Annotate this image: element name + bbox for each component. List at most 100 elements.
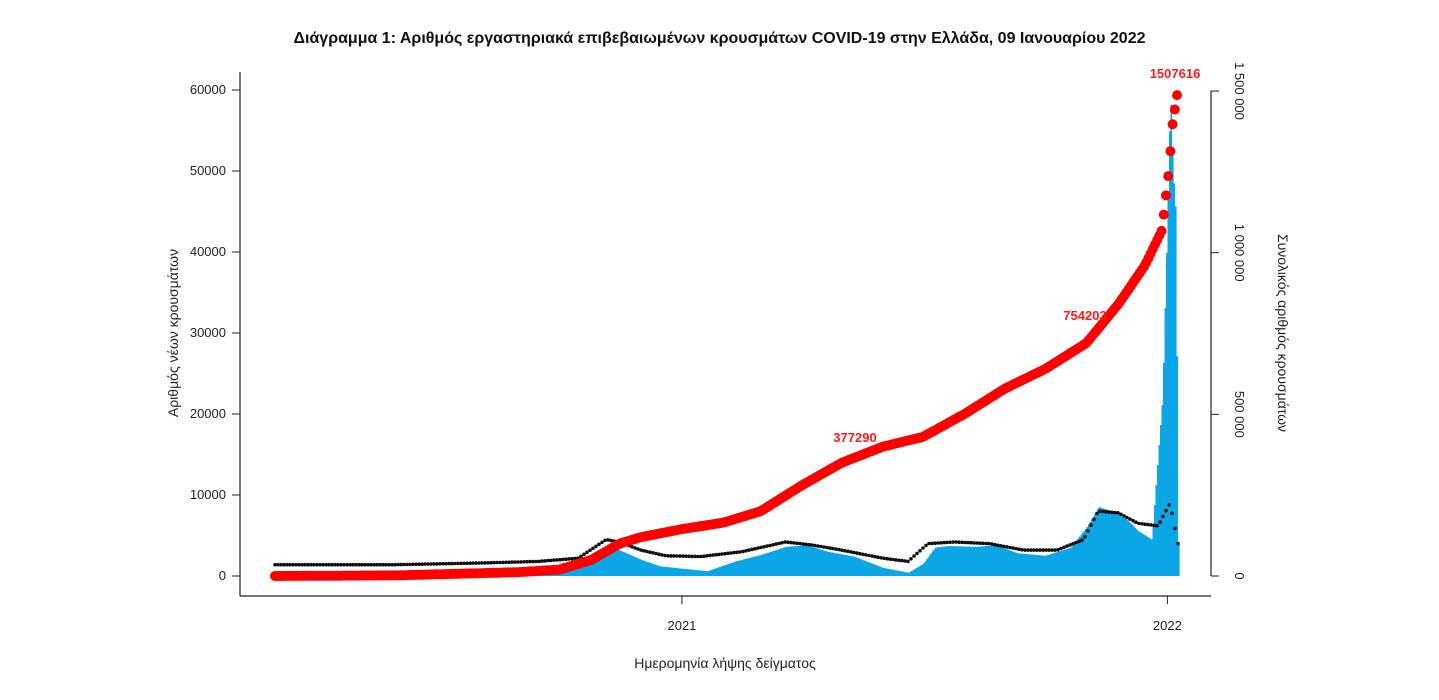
daily-case-bar (908, 572, 910, 576)
daily-case-bar (1115, 513, 1117, 576)
daily-case-bar (882, 567, 885, 576)
daily-case-bar (977, 546, 979, 576)
daily-case-bar (615, 548, 618, 576)
daily-case-bar (621, 551, 624, 576)
daily-case-bar (1091, 519, 1093, 576)
daily-case-bar (600, 555, 603, 576)
daily-case-bar (647, 562, 649, 576)
moving-average-point (393, 562, 397, 567)
moving-average-point (747, 548, 751, 552)
daily-case-bar (705, 571, 708, 576)
daily-case-bar (1101, 508, 1104, 576)
daily-case-bar (641, 559, 643, 576)
daily-case-bar (819, 549, 822, 576)
daily-case-bar (1098, 507, 1101, 576)
moving-average-point (480, 561, 484, 565)
daily-case-bar (738, 560, 741, 576)
daily-case-bar (794, 546, 796, 576)
y-right-axis-label: Συνολικός αριθμός κρουσμάτων (1275, 234, 1291, 432)
daily-case-bar (1113, 512, 1116, 576)
daily-case-bar (809, 545, 811, 576)
daily-case-bar (773, 550, 775, 576)
daily-case-bar (1151, 539, 1153, 576)
daily-case-bar (617, 549, 619, 576)
moving-average-point (657, 552, 661, 556)
moving-average-point (336, 562, 340, 567)
moving-average-point (882, 556, 886, 561)
moving-average-point (1116, 511, 1120, 515)
daily-case-bar (648, 562, 651, 576)
daily-case-bar (777, 549, 780, 576)
daily-case-bar (636, 557, 639, 576)
daily-case-bar (1094, 514, 1096, 576)
daily-case-bar (1136, 529, 1138, 576)
moving-average-point (498, 560, 502, 565)
moving-average-point (399, 562, 403, 567)
x-tick-label: 2022 (1153, 618, 1182, 633)
moving-average-point (396, 562, 400, 567)
daily-case-bar (930, 553, 933, 576)
moving-average-point (750, 547, 754, 552)
daily-case-bar (699, 570, 702, 576)
moving-average-point (783, 540, 787, 544)
daily-case-bar (632, 555, 634, 576)
daily-case-bar (573, 567, 576, 576)
daily-case-bar (719, 567, 721, 576)
daily-case-bar (684, 569, 687, 576)
daily-case-bar (1170, 104, 1173, 576)
moving-average-point (933, 541, 937, 545)
daily-case-bar (599, 556, 601, 576)
moving-average-point (912, 554, 916, 558)
daily-case-bar (860, 559, 862, 576)
moving-average-point (567, 557, 571, 561)
moving-average-point (1020, 548, 1024, 552)
moving-average-point (1119, 512, 1123, 517)
moving-average-point (501, 560, 505, 565)
daily-case-bar (881, 567, 883, 576)
moving-average-point (585, 550, 589, 555)
moving-average-point (666, 554, 670, 558)
daily-case-bar (1134, 527, 1137, 576)
moving-average-point (1152, 523, 1156, 528)
daily-case-bar (801, 545, 804, 576)
moving-average-point (885, 556, 889, 561)
moving-average-point (651, 551, 655, 555)
daily-case-bar (804, 545, 807, 576)
moving-average-point (444, 561, 448, 566)
daily-case-bar (981, 546, 984, 576)
moving-average-point (969, 540, 973, 545)
moving-average-point (558, 557, 562, 562)
daily-case-bar (927, 557, 930, 576)
daily-case-bar (1071, 546, 1074, 576)
moving-average-point (552, 558, 556, 562)
daily-case-bar (917, 567, 919, 576)
moving-average-point (774, 542, 778, 546)
daily-case-bar (651, 563, 654, 576)
daily-case-bar (723, 565, 726, 576)
daily-case-bar (945, 546, 948, 576)
daily-case-bar (690, 569, 693, 576)
daily-case-bar (798, 545, 801, 576)
daily-case-bar (702, 570, 705, 576)
daily-case-bar (1109, 510, 1111, 576)
daily-case-bar (1032, 554, 1035, 576)
moving-average-point (900, 558, 904, 563)
daily-case-bar (932, 551, 934, 576)
daily-case-bar (678, 568, 681, 576)
moving-average-point (921, 546, 925, 550)
moving-average-point (939, 541, 943, 545)
moving-average-point (1104, 510, 1108, 514)
daily-case-bar (1110, 510, 1113, 576)
moving-average-point (1128, 517, 1132, 521)
daily-case-bar (1041, 555, 1044, 576)
daily-case-bar (953, 546, 955, 576)
moving-average-point (594, 544, 598, 549)
moving-average-point (324, 562, 328, 567)
daily-case-bar (1127, 520, 1129, 576)
moving-average-point (1041, 548, 1045, 552)
daily-case-bar (1112, 511, 1114, 576)
daily-case-bar (999, 546, 1002, 576)
moving-average-point (786, 540, 790, 544)
moving-average-point (582, 552, 586, 557)
daily-case-bar (998, 546, 1000, 576)
